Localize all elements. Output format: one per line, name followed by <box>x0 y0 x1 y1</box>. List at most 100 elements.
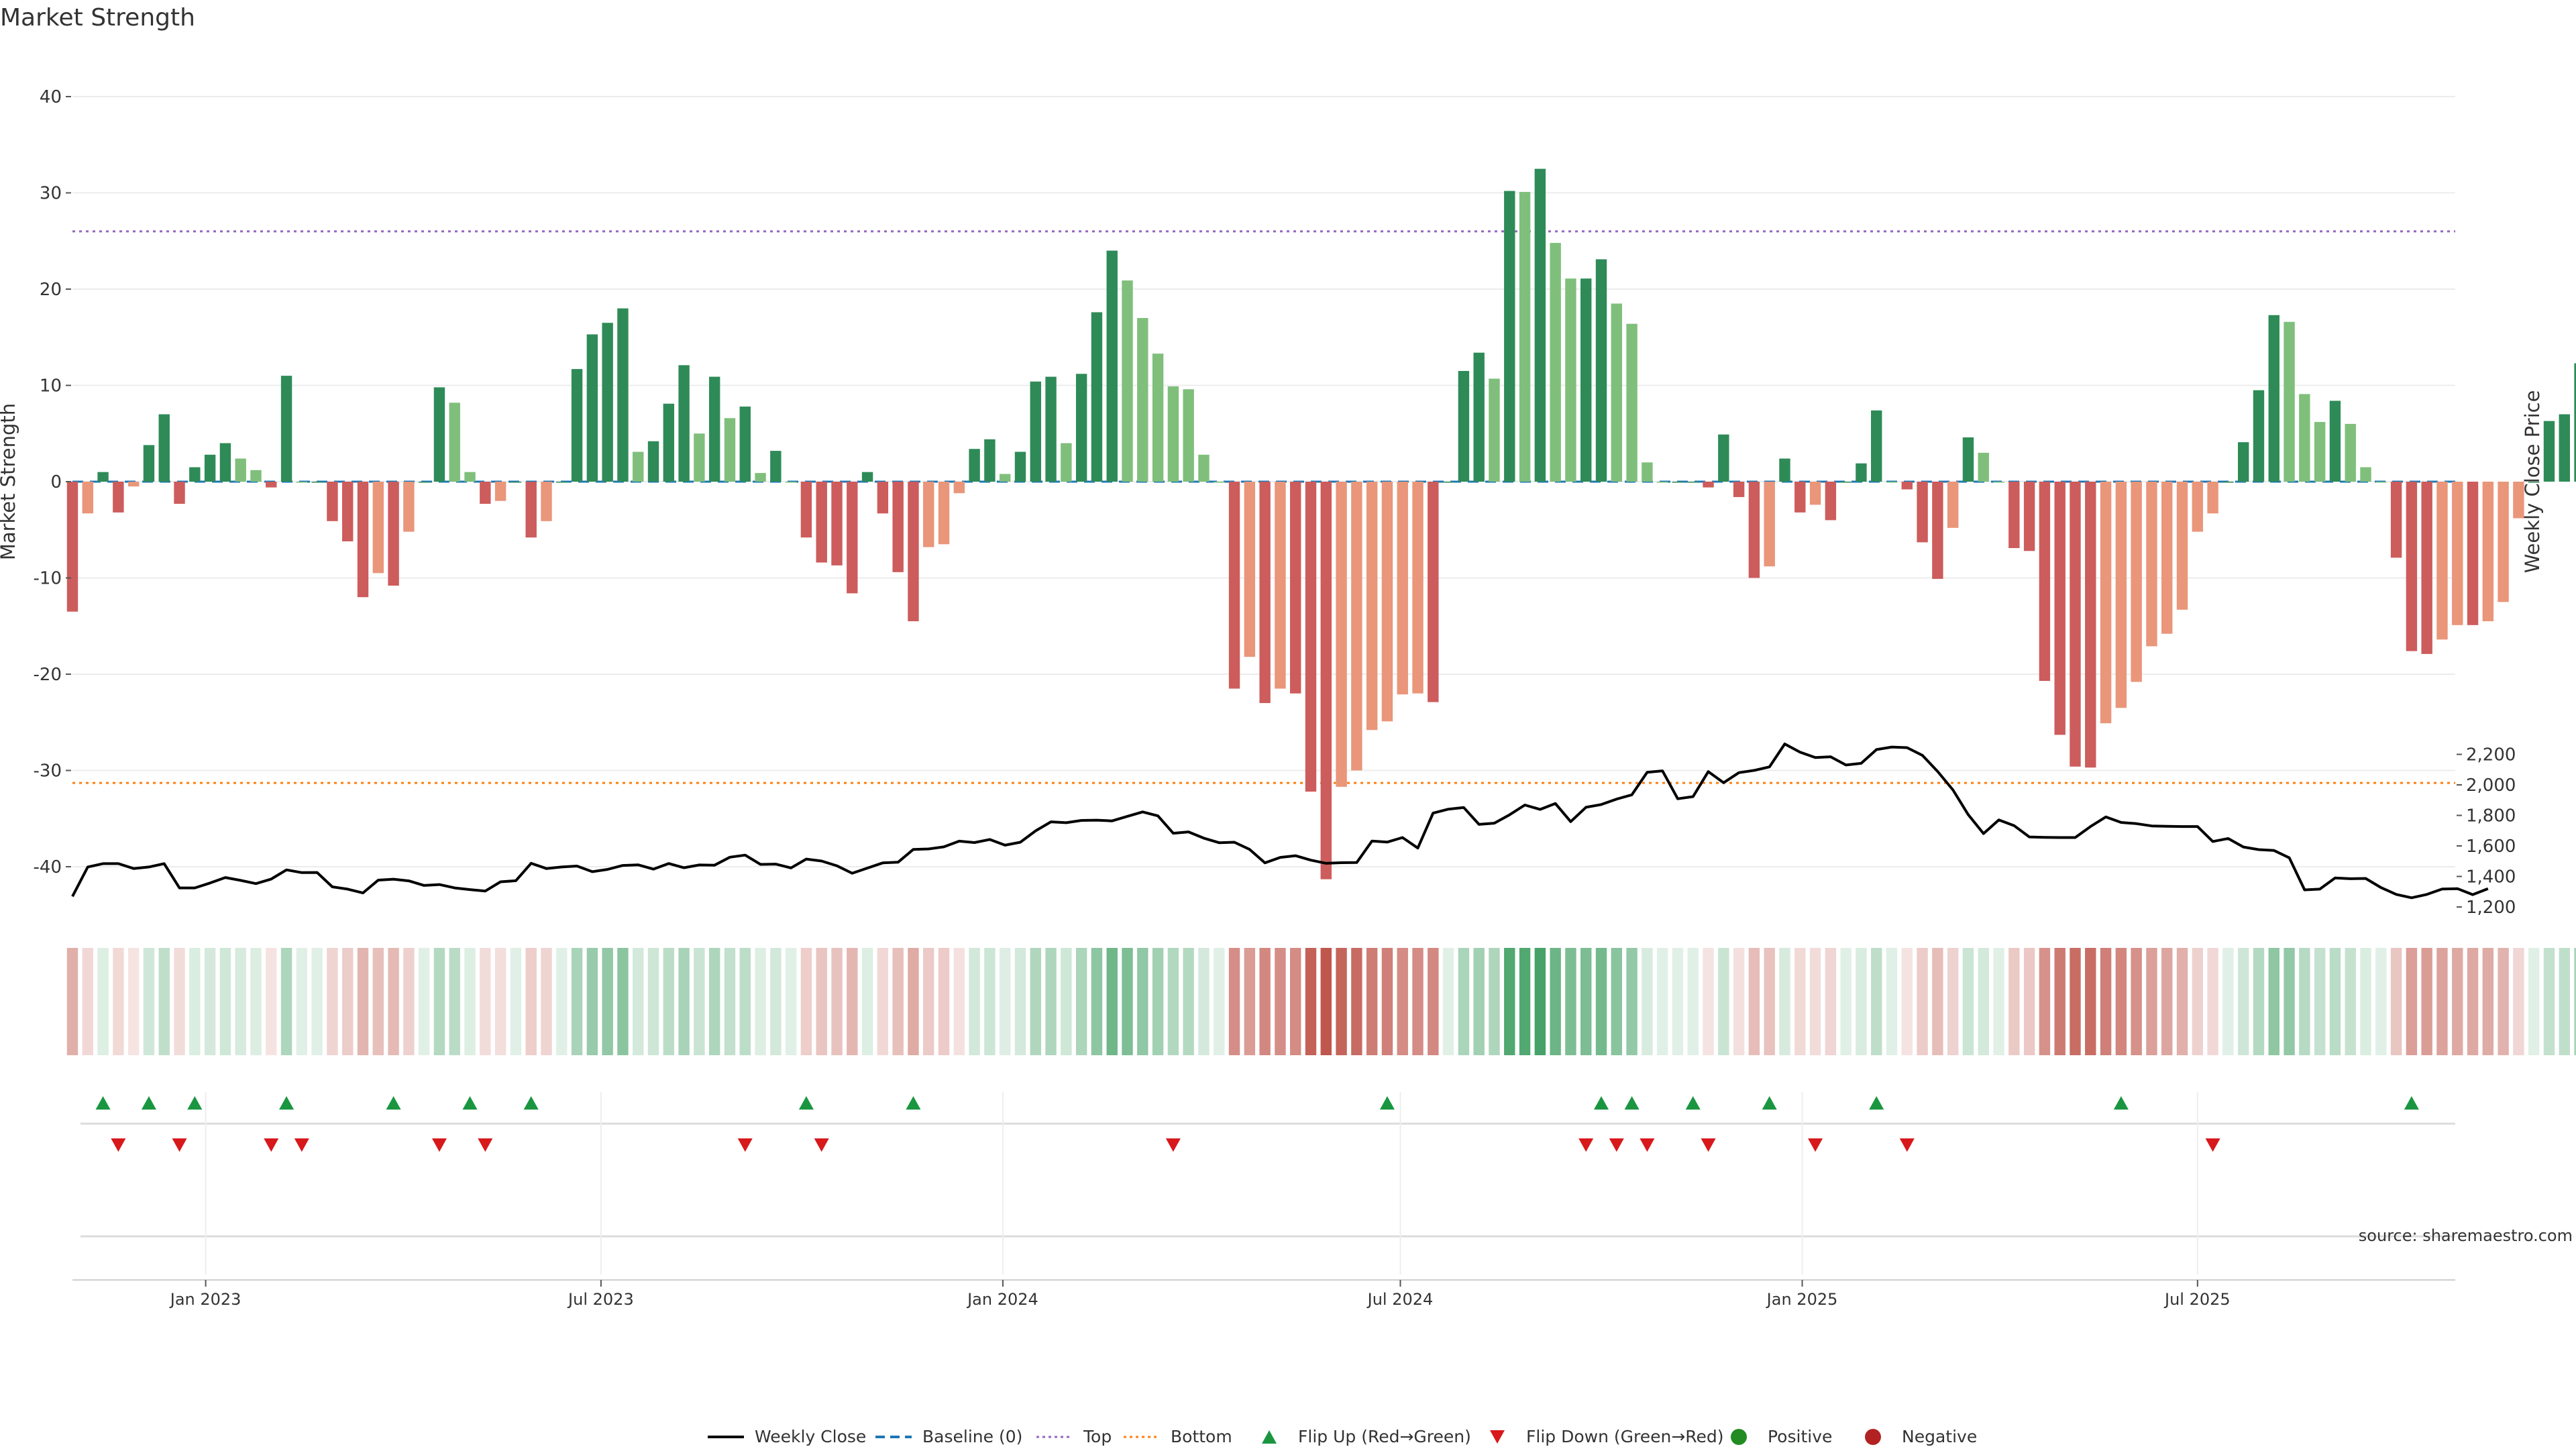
flip-up-marker <box>386 1096 401 1110</box>
heat-cell <box>510 948 522 1055</box>
legend-swatch <box>1731 1429 1747 1445</box>
heat-cell <box>1228 948 1240 1055</box>
legend-label: Bottom <box>1171 1427 1232 1446</box>
flip-markers <box>95 1096 2419 1152</box>
legend-item: Weekly Close <box>708 1427 866 1446</box>
strength-bar <box>82 482 93 514</box>
heat-cell <box>969 948 980 1055</box>
heat-cell <box>1917 948 1928 1055</box>
strength-bar <box>2039 482 2051 682</box>
legend-item: Flip Up (Red→Green) <box>1262 1427 1471 1446</box>
strength-bar <box>1214 482 1225 483</box>
flip-down-marker <box>172 1138 187 1152</box>
strength-bar <box>510 482 522 483</box>
heat-cell <box>602 948 613 1055</box>
strength-bar <box>2237 442 2249 482</box>
strength-bar <box>2192 482 2204 532</box>
strength-bar <box>1580 278 1592 482</box>
strength-bar <box>1764 482 1775 567</box>
strength-bar <box>1626 323 1638 482</box>
y-tick-label: -20 <box>34 665 62 685</box>
heat-cell <box>2146 948 2157 1055</box>
heat-cell <box>2176 948 2188 1055</box>
flip-down-marker <box>1578 1138 1594 1152</box>
heat-cell <box>556 948 568 1055</box>
heat-cell <box>1198 948 1210 1055</box>
heat-cell <box>296 948 308 1055</box>
strength-bar <box>372 482 384 574</box>
legend-label: Top <box>1083 1427 1112 1446</box>
flip-up-marker <box>1624 1096 1640 1110</box>
legend-label: Flip Down (Green→Red) <box>1526 1427 1724 1446</box>
strength-bar <box>877 482 889 514</box>
heat-cell <box>1489 948 1500 1055</box>
strength-bar <box>2406 482 2418 651</box>
heat-cell <box>327 948 338 1055</box>
heat-cell <box>1122 948 1133 1055</box>
strength-bar <box>1932 482 1943 579</box>
strength-bar <box>235 458 246 482</box>
heat-cell <box>2421 948 2432 1055</box>
heat-cell <box>571 948 583 1055</box>
legend-swatch <box>1262 1430 1277 1444</box>
y2-tick-label: 1,800 <box>2466 806 2516 826</box>
heat-cell <box>158 948 170 1055</box>
heat-cell <box>1580 948 1592 1055</box>
heat-cell <box>785 948 797 1055</box>
heat-cell <box>1014 948 1026 1055</box>
heat-cell <box>2513 948 2524 1055</box>
heat-cell <box>877 948 889 1055</box>
strength-bar <box>2452 482 2463 625</box>
y2-tick-label: 1,600 <box>2466 837 2516 857</box>
strength-bar <box>1672 482 1684 483</box>
strength-bar <box>1748 482 1760 578</box>
heat-cell <box>1642 948 1653 1055</box>
heat-cell <box>1764 948 1775 1055</box>
strength-bar <box>2513 482 2524 519</box>
strength-bar <box>2467 482 2479 625</box>
strength-bar <box>602 323 613 482</box>
heat-cell <box>1595 948 1607 1055</box>
heat-cell <box>2237 948 2249 1055</box>
heat-cell <box>1305 948 1317 1055</box>
strength-bar <box>1871 410 1882 482</box>
heat-cell <box>2253 948 2265 1055</box>
strength-bar <box>724 418 736 482</box>
strength-bar <box>1381 482 1393 722</box>
strength-bar <box>1305 482 1317 792</box>
strength-bar <box>1014 451 1026 482</box>
strength-bar <box>219 443 231 482</box>
strength-bar <box>694 433 705 482</box>
heat-cell <box>250 948 262 1055</box>
heat-cell <box>1825 948 1837 1055</box>
heat-cell <box>113 948 124 1055</box>
flip-up-marker <box>1594 1096 1609 1110</box>
heat-cell <box>2100 948 2112 1055</box>
strength-bar <box>1565 278 1576 482</box>
heat-cell <box>2543 948 2555 1055</box>
heat-cell <box>2268 948 2279 1055</box>
strength-bar <box>1320 482 1332 879</box>
strength-bar <box>1030 381 1041 482</box>
strength-bar <box>1962 437 1974 482</box>
heat-cell <box>494 948 506 1055</box>
heat-cell <box>2284 948 2295 1055</box>
heat-cell <box>2360 948 2371 1055</box>
flip-up-marker <box>1379 1096 1395 1110</box>
flip-down-marker <box>1701 1138 1716 1152</box>
strength-bar <box>1901 482 1913 490</box>
heat-cell <box>1183 948 1194 1055</box>
strength-bar <box>1428 482 1439 702</box>
heat-cell <box>831 948 843 1055</box>
legend-swatch <box>1490 1430 1505 1444</box>
heat-cell <box>647 948 659 1055</box>
flip-down-marker <box>1899 1138 1915 1152</box>
heat-cell <box>464 948 476 1055</box>
strength-bar <box>1244 482 1256 657</box>
flip-down-marker <box>737 1138 753 1152</box>
strength-bar <box>2146 482 2157 647</box>
strength-bar <box>449 402 460 482</box>
strength-bar <box>1504 191 1515 482</box>
strength-bar <box>755 473 766 482</box>
